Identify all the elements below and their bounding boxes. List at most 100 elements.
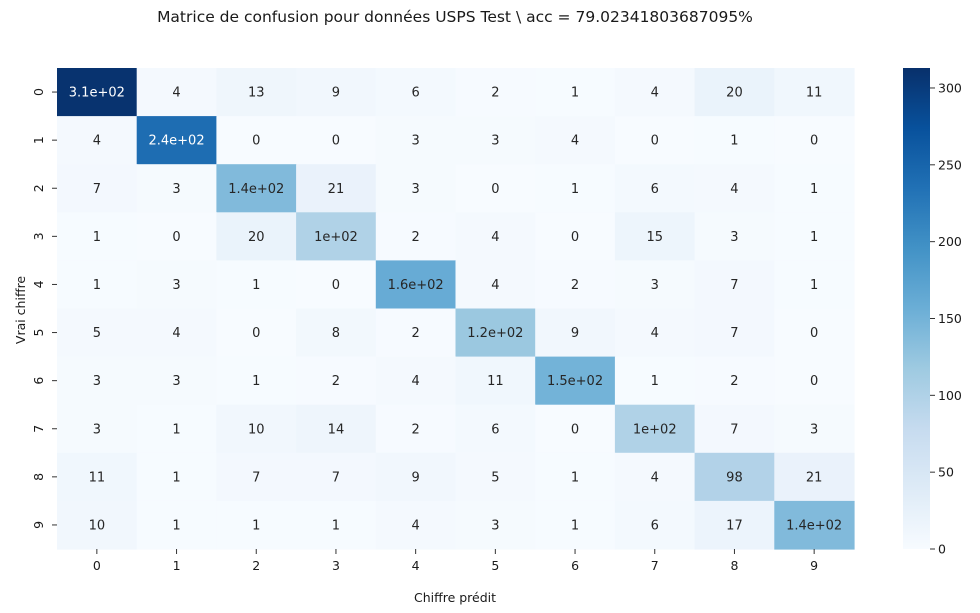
cell-annotation: 4 — [491, 230, 499, 245]
heatmap-cell — [694, 260, 775, 310]
cell-annotation: 1 — [332, 518, 340, 533]
heatmap-cell — [774, 116, 855, 165]
heatmap-cell — [455, 212, 536, 261]
heatmap-cell — [455, 500, 536, 550]
cell-annotation: 2 — [491, 86, 499, 101]
cell-annotation: 1 — [810, 278, 818, 293]
cell-annotation: 1 — [252, 278, 260, 293]
cell-annotation: 1e+02 — [633, 422, 677, 437]
cell-annotation: 15 — [646, 230, 663, 245]
cell-annotation: 3 — [172, 182, 180, 197]
heatmap-cell — [216, 404, 297, 454]
cell-annotation: 3 — [810, 422, 818, 437]
cell-annotation: 0 — [571, 422, 579, 437]
heatmap-cell — [614, 500, 696, 550]
cell-annotation: 3 — [93, 374, 101, 389]
cell-annotation: 4 — [491, 278, 499, 293]
colorbar-tick-label: 150 — [938, 311, 962, 326]
heatmap-cell — [57, 260, 138, 310]
heatmap-cell — [694, 404, 775, 454]
heatmap-cell — [296, 260, 377, 310]
heatmap-cell — [614, 452, 696, 502]
heatmap-cell — [455, 404, 536, 454]
x-tick-label: 1 — [173, 558, 181, 573]
heatmap-cells: 3.1e+02 4 13 9 6 2 1 4 20 114 2.4e+02 0 0 3 3 4 0 1 07 3 1.4… — [57, 68, 855, 550]
cell-annotation: 0 — [332, 134, 340, 149]
cell-annotation: 1 — [252, 518, 260, 533]
cell-annotation: 1.4e+02 — [786, 518, 842, 533]
cell-annotation: 7 — [730, 326, 738, 341]
heatmap-cell — [375, 308, 457, 358]
heatmap-cell — [375, 452, 457, 502]
heatmap-cell — [136, 308, 217, 358]
cell-annotation: 1.4e+02 — [228, 182, 284, 197]
heatmap-cell — [375, 164, 457, 213]
heatmap-cell — [774, 452, 855, 502]
cell-annotation: 14 — [328, 422, 345, 437]
x-tick-label: 5 — [491, 558, 499, 573]
heatmap-cell — [136, 260, 217, 310]
cell-annotation: 1 — [172, 422, 180, 437]
cell-annotation: 6 — [491, 422, 499, 437]
x-tick-label: 9 — [810, 558, 818, 573]
heatmap-cell — [57, 452, 138, 502]
heatmap-cell — [774, 164, 855, 213]
heatmap-cell — [535, 404, 616, 454]
cell-annotation: 0 — [571, 230, 579, 245]
cell-annotation: 2 — [412, 230, 420, 245]
heatmap-cell — [455, 260, 536, 310]
heatmap-cell — [375, 356, 457, 406]
cell-annotation: 1 — [252, 374, 260, 389]
heatmap-cell — [136, 452, 217, 502]
cell-annotation: 1 — [730, 134, 738, 149]
cell-annotation: 1 — [93, 230, 101, 245]
heatmap-cell — [614, 68, 696, 117]
heatmap-cell — [375, 212, 457, 261]
heatmap-cell — [694, 500, 775, 550]
colorbar-tick-label: 50 — [938, 465, 954, 480]
y-tick-label: 8 — [31, 473, 46, 481]
heatmap-cell — [216, 356, 297, 406]
heatmap-cell — [535, 500, 616, 550]
cell-annotation: 7 — [730, 278, 738, 293]
cell-annotation: 11 — [806, 86, 823, 101]
cell-annotation: 4 — [93, 134, 101, 149]
heatmap-cell — [774, 212, 855, 261]
cell-annotation: 5 — [93, 326, 101, 341]
y-tick-label: 4 — [31, 280, 46, 288]
heatmap-cell — [455, 68, 536, 117]
cell-annotation: 4 — [571, 134, 579, 149]
x-axis-label: Chiffre prédit — [414, 590, 496, 605]
heatmap-cell — [296, 116, 377, 165]
cell-annotation: 4 — [172, 326, 180, 341]
y-tick-label: 9 — [31, 521, 46, 529]
cell-annotation: 3 — [93, 422, 101, 437]
y-tick-label: 2 — [31, 184, 46, 192]
cell-annotation: 3 — [730, 230, 738, 245]
heatmap-cell — [57, 68, 138, 117]
heatmap-cell — [694, 452, 775, 502]
heatmap-cell — [375, 404, 457, 454]
heatmap-cell — [774, 356, 855, 406]
cell-annotation: 9 — [412, 470, 420, 485]
heatmap-cell — [535, 452, 616, 502]
cell-annotation: 2.4e+02 — [148, 134, 204, 149]
heatmap-cell — [694, 212, 775, 261]
heatmap-cell — [216, 452, 297, 502]
y-axis-ticks: 0 1 2 3 4 5 6 7 8 9 — [31, 88, 57, 529]
heatmap-cell — [535, 260, 616, 310]
heatmap-cell — [694, 116, 775, 165]
heatmap-cell — [614, 260, 696, 310]
cell-annotation: 3 — [491, 134, 499, 149]
cell-annotation: 3 — [172, 374, 180, 389]
cell-annotation: 2 — [412, 326, 420, 341]
cell-annotation: 1.5e+02 — [547, 374, 603, 389]
cell-annotation: 20 — [726, 86, 743, 101]
heatmap-cell — [455, 452, 536, 502]
cell-annotation: 8 — [332, 326, 340, 341]
cell-annotation: 1 — [93, 278, 101, 293]
heatmap-cell — [535, 164, 616, 213]
cell-annotation: 17 — [726, 518, 743, 533]
y-tick-label: 3 — [31, 232, 46, 240]
